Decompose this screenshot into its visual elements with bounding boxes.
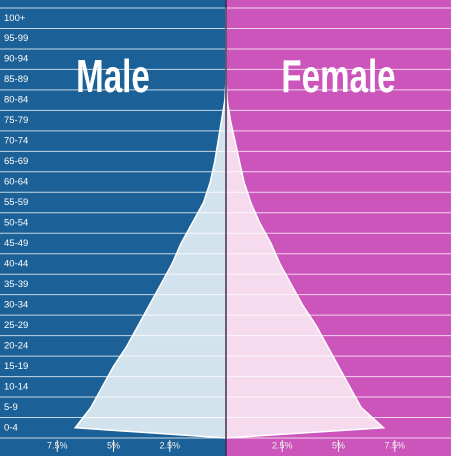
series-title: Male <box>76 52 150 102</box>
age-label: 15-19 <box>4 361 28 372</box>
age-label: 55-59 <box>4 197 28 208</box>
x-tick-label: 7.5% <box>47 440 68 450</box>
x-tick-label: 7.5% <box>384 440 405 450</box>
x-tick-label: 2.5% <box>272 440 293 450</box>
age-label: 30-34 <box>4 299 28 310</box>
age-label: 100+ <box>4 13 26 24</box>
series-title: Female <box>281 52 395 102</box>
x-tick-label: 5% <box>332 440 345 450</box>
age-label: 35-39 <box>4 279 28 290</box>
age-label: 0-4 <box>4 422 18 433</box>
x-tick-label: 2.5% <box>159 440 180 450</box>
age-label: 45-49 <box>4 238 28 249</box>
age-label: 10-14 <box>4 381 28 392</box>
age-label: 90-94 <box>4 54 28 65</box>
age-label: 75-79 <box>4 115 28 126</box>
age-label: 40-44 <box>4 258 28 269</box>
age-label: 60-64 <box>4 177 28 188</box>
age-label: 85-89 <box>4 74 28 85</box>
age-label: 50-54 <box>4 218 28 229</box>
age-label: 5-9 <box>4 402 18 413</box>
age-label: 70-74 <box>4 136 28 147</box>
age-label: 25-29 <box>4 320 28 331</box>
age-label: 20-24 <box>4 340 28 351</box>
age-label: 65-69 <box>4 156 28 167</box>
age-label: 80-84 <box>4 95 28 106</box>
x-tick-label: 5% <box>107 440 120 450</box>
age-label: 95-99 <box>4 33 28 44</box>
